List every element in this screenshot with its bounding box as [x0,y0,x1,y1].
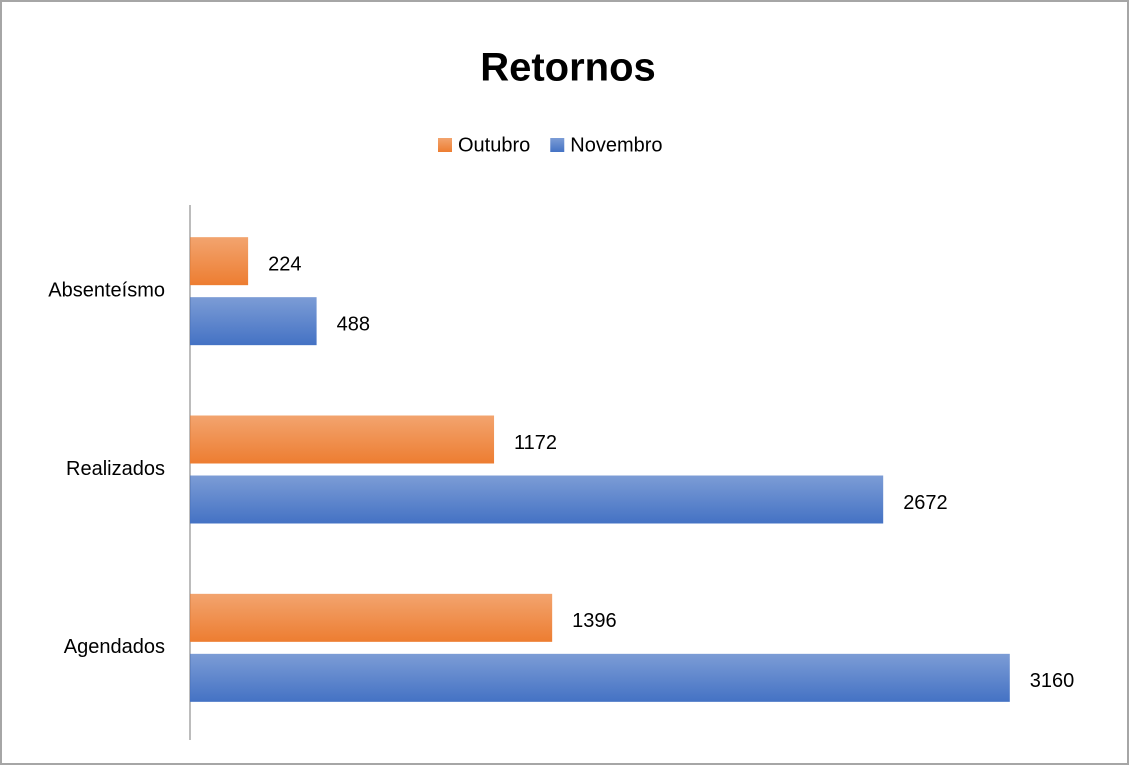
y-tick-label: Absenteísmo [48,279,165,301]
bar [190,297,317,346]
legend-swatch [550,138,565,152]
bar [190,653,1010,702]
bar [190,475,884,524]
data-label: 1396 [572,610,617,632]
data-label: 2672 [903,492,948,514]
legend-label: Novembro [570,134,662,156]
data-label: 1172 [514,432,557,454]
data-label: 488 [337,313,370,335]
bar [190,593,553,642]
bar [190,237,249,286]
data-label: 224 [268,253,301,275]
chart-title: Retornos [480,46,656,90]
bar [190,415,495,464]
data-label: 3160 [1030,670,1075,692]
legend-swatch [438,138,452,152]
y-tick-label: Agendados [64,636,165,658]
legend-label: Outubro [458,134,530,156]
y-tick-label: Realizados [66,458,165,480]
